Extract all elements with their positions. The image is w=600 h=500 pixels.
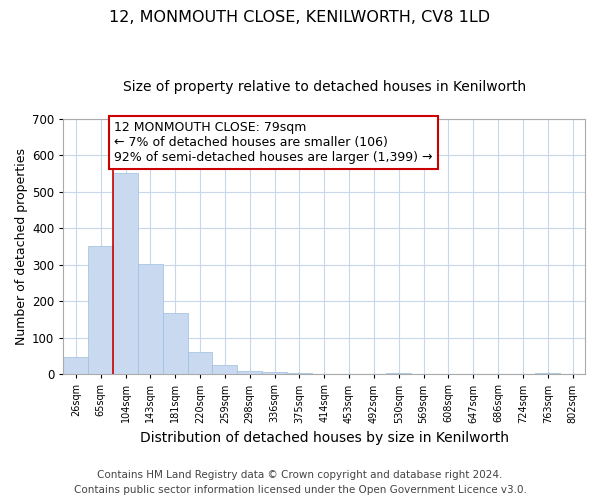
Bar [88, 246, 113, 374]
Bar [64, 357, 88, 374]
Bar [262, 372, 287, 374]
Bar [188, 352, 212, 374]
Bar [386, 373, 411, 374]
Text: Contains HM Land Registry data © Crown copyright and database right 2024.
Contai: Contains HM Land Registry data © Crown c… [74, 470, 526, 495]
Text: 12 MONMOUTH CLOSE: 79sqm
← 7% of detached houses are smaller (106)
92% of semi-d: 12 MONMOUTH CLOSE: 79sqm ← 7% of detache… [115, 120, 433, 164]
Bar [113, 173, 138, 374]
Bar [212, 365, 237, 374]
Title: Size of property relative to detached houses in Kenilworth: Size of property relative to detached ho… [122, 80, 526, 94]
Bar [287, 373, 312, 374]
Bar [237, 370, 262, 374]
Bar [535, 373, 560, 374]
Text: 12, MONMOUTH CLOSE, KENILWORTH, CV8 1LD: 12, MONMOUTH CLOSE, KENILWORTH, CV8 1LD [109, 10, 491, 25]
Bar [163, 314, 188, 374]
Bar [138, 264, 163, 374]
Y-axis label: Number of detached properties: Number of detached properties [15, 148, 28, 345]
X-axis label: Distribution of detached houses by size in Kenilworth: Distribution of detached houses by size … [140, 431, 509, 445]
